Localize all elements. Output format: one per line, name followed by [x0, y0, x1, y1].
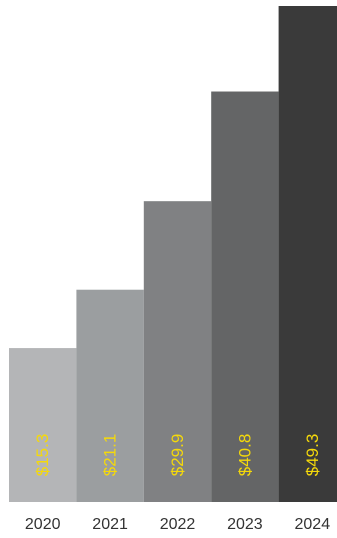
x-tick-label-2023: 2023	[227, 516, 263, 533]
data-label-2023: $40.8	[235, 434, 254, 477]
bar-2023	[211, 91, 279, 502]
x-tick-label-2020: 2020	[25, 516, 61, 533]
bar-2021	[76, 289, 144, 502]
data-label-2024: $49.3	[303, 434, 322, 477]
data-label-2021: $21.1	[101, 434, 120, 477]
data-label-2020: $15.3	[33, 434, 52, 477]
bar-2022	[143, 201, 212, 502]
x-tick-label-2024: 2024	[295, 516, 331, 533]
bar-2024	[278, 6, 337, 502]
bar-2020	[9, 348, 77, 502]
x-axis-tick-labels: 2020 2021 2022 2023 2024	[25, 516, 330, 533]
x-tick-label-2021: 2021	[92, 516, 128, 533]
bars-group	[9, 6, 337, 502]
data-label-2022: $29.9	[168, 434, 187, 477]
data-labels-group: $15.3 $21.1 $29.9 $40.8 $49.3	[33, 434, 322, 477]
x-tick-label-2022: 2022	[160, 516, 196, 533]
